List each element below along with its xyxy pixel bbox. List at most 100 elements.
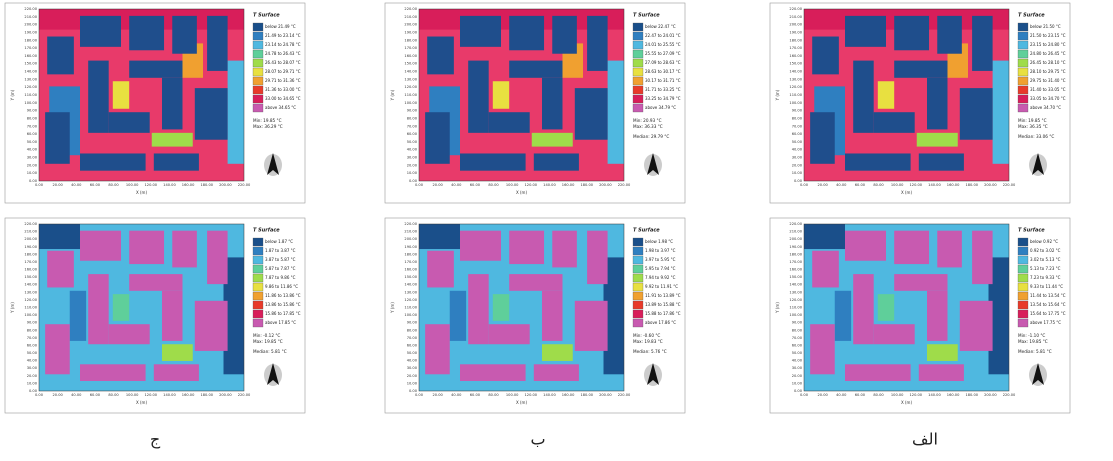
map-patch: [112, 294, 130, 321]
y-tick-label: 80.00: [27, 328, 38, 332]
y-tick-label: 70.00: [792, 124, 803, 128]
legend-swatch: [632, 264, 644, 274]
building: [45, 324, 70, 375]
legend-label: 11.91 to 13.89 °C: [645, 293, 681, 298]
legend-swatch: [1017, 85, 1029, 95]
x-tick-label: 20.00: [52, 183, 63, 187]
x-tick-label: 100.00: [126, 393, 139, 397]
min-label: Min: 19.85 °C: [253, 118, 282, 123]
y-tick-label: 40.00: [792, 359, 803, 363]
x-tick-label: 80.00: [488, 393, 499, 397]
y-tick-label: 20.00: [407, 374, 418, 378]
y-tick-label: 200.00: [24, 23, 37, 27]
legend-label: 26.43 to 28.07 °C: [265, 60, 301, 65]
legend-title: T Surface: [633, 13, 660, 19]
y-tick-label: 150.00: [24, 62, 37, 66]
x-tick-label: 40.00: [71, 393, 82, 397]
legend-swatch: [252, 58, 264, 68]
y-tick-label: 20.00: [27, 374, 38, 378]
y-tick-label: 90.00: [792, 321, 803, 325]
y-tick-label: 80.00: [792, 328, 803, 332]
y-tick-label: 30.00: [27, 366, 38, 370]
y-tick-label: 80.00: [792, 116, 803, 120]
map-patch: [992, 60, 1009, 164]
y-tick-label: 90.00: [792, 109, 803, 113]
legend-label: 15.64 to 17.75 °C: [1030, 311, 1066, 316]
x-tick-label: 100.00: [126, 183, 139, 187]
legend-swatch: [1017, 67, 1029, 77]
y-tick-label: 130.00: [404, 290, 417, 294]
x-tick-label: 0.00: [35, 393, 44, 397]
map-border: [418, 223, 625, 392]
y-tick-label: 50.00: [792, 351, 803, 355]
x-tick-label: 100.00: [891, 183, 904, 187]
x-tick-label: 80.00: [488, 183, 499, 187]
building: [927, 77, 948, 130]
legend-swatch: [632, 58, 644, 68]
y-tick-label: 210.00: [789, 15, 802, 19]
map-patch: [916, 132, 958, 147]
legend-label: 11.44 to 13.54 °C: [1030, 293, 1066, 298]
x-tick-label: 200.00: [599, 393, 612, 397]
building: [460, 230, 501, 261]
legend-label: 29.75 to 31.40 °C: [1030, 78, 1066, 83]
median-label: Median: 33.06 °C: [1018, 134, 1054, 139]
building: [488, 324, 530, 345]
legend-label: 23.14 to 24.78 °C: [265, 42, 301, 47]
building: [509, 15, 545, 51]
x-tick-label: 220.00: [1003, 183, 1016, 187]
legend-label: below 21.50 °C: [1030, 24, 1061, 29]
x-tick-label: 0.00: [800, 393, 809, 397]
y-tick-label: 0.00: [794, 389, 803, 393]
map-border: [38, 223, 245, 392]
building: [80, 364, 146, 381]
legend-label: 31.40 to 33.05 °C: [1030, 87, 1066, 92]
y-axis-label: Y (m): [10, 89, 15, 101]
y-tick-label: 180.00: [24, 38, 37, 42]
map-panel: 0.00 10.00 20.00 30.00 40.00 50.00 60.00 70.00 8…: [769, 217, 1071, 414]
legend-swatch: [632, 309, 644, 319]
x-tick-label: 100.00: [506, 393, 519, 397]
building: [468, 60, 489, 133]
y-tick-label: 120.00: [24, 298, 37, 302]
north-arrow: [647, 363, 659, 385]
legend-label: 26.45 to 28.10 °C: [1030, 60, 1066, 65]
building: [172, 230, 197, 268]
x-tick-label: 0.00: [415, 393, 424, 397]
y-tick-label: 90.00: [27, 109, 38, 113]
x-tick-label: 0.00: [35, 183, 44, 187]
x-tick-label: 0.00: [415, 183, 424, 187]
y-tick-label: 100.00: [789, 101, 802, 105]
x-tick-label: 220.00: [618, 183, 631, 187]
legend-label: 9.33 to 11.44 °C: [1030, 284, 1063, 289]
legend-label: 11.86 to 13.86 °C: [265, 293, 301, 298]
x-tick-label: 200.00: [599, 183, 612, 187]
legend-label: 25.55 to 27.09 °C: [645, 51, 681, 56]
x-axis-label: X (m): [136, 190, 147, 195]
x-tick-label: 40.00: [451, 393, 462, 397]
legend-label: 24.01 to 25.55 °C: [645, 42, 681, 47]
y-tick-label: 200.00: [789, 237, 802, 241]
map-border: [38, 8, 245, 182]
map-border: [803, 223, 1010, 392]
map-patch: [603, 257, 624, 375]
legend-label: 24.78 to 26.43 °C: [265, 51, 301, 56]
legend-swatch: [1017, 318, 1029, 328]
x-tick-label: 140.00: [543, 393, 556, 397]
legend-swatch: [1017, 103, 1029, 113]
y-axis-label: Y (m): [390, 89, 395, 101]
legend-label: 5.87 to 7.87 °C: [265, 266, 296, 271]
building: [425, 324, 450, 375]
legend-swatch: [252, 31, 264, 41]
legend-label: above 34.70 °C: [1030, 105, 1061, 110]
y-tick-label: 140.00: [24, 283, 37, 287]
building: [162, 77, 183, 130]
legend-label: 30.17 to 31.71 °C: [645, 78, 681, 83]
building: [460, 153, 526, 171]
legend-swatch: [1017, 76, 1029, 86]
y-tick-label: 0.00: [409, 389, 418, 393]
legend-label: 29.71 to 31.36 °C: [265, 78, 301, 83]
legend-swatch: [1017, 255, 1029, 265]
building: [574, 88, 608, 140]
map-patch: [112, 81, 130, 109]
